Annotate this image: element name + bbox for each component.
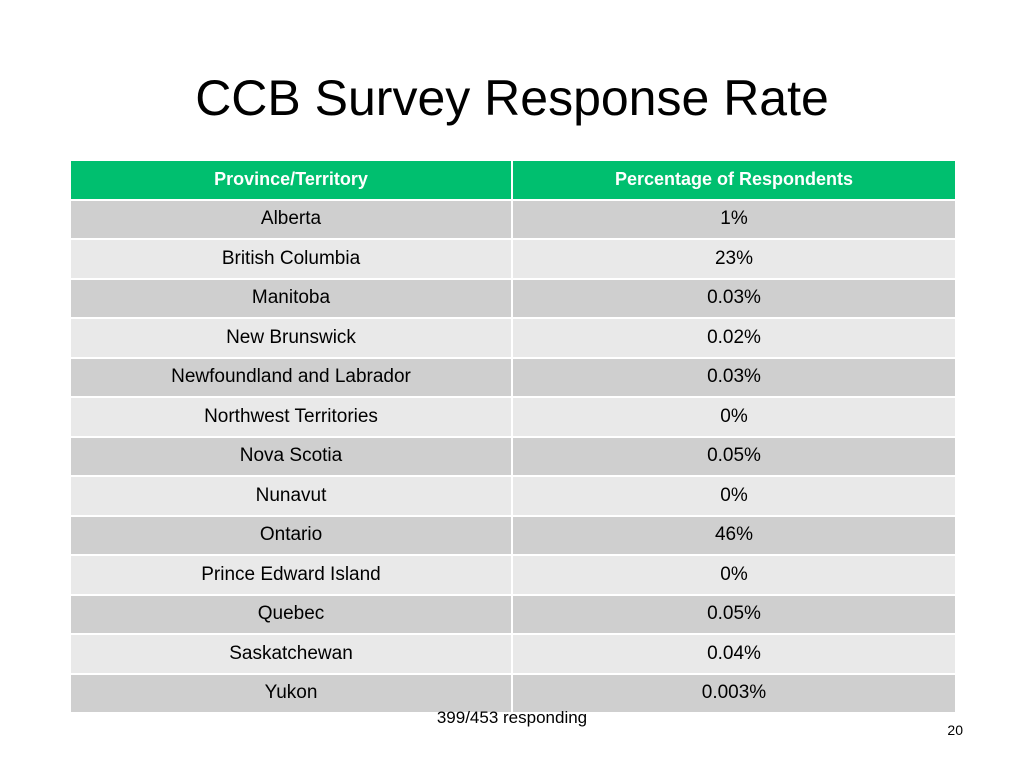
percentage-cell: 0.05% xyxy=(511,593,957,635)
table-row: Northwest Territories 0% xyxy=(69,396,957,438)
province-cell: Prince Edward Island xyxy=(69,554,513,596)
page-number: 20 xyxy=(947,722,963,738)
percentage-cell: 23% xyxy=(511,238,957,280)
percentage-cell: 0% xyxy=(511,396,957,438)
table-row: Nova Scotia 0.05% xyxy=(69,435,957,477)
responding-footnote: 399/453 responding xyxy=(436,708,588,727)
percentage-cell: 0.02% xyxy=(511,317,957,359)
province-cell: Quebec xyxy=(69,593,513,635)
percentage-cell: 46% xyxy=(511,514,957,556)
province-cell: Ontario xyxy=(69,514,513,556)
table-row: Quebec 0.05% xyxy=(69,593,957,635)
table-row: Manitoba 0.03% xyxy=(69,277,957,319)
province-cell: Alberta xyxy=(69,198,513,240)
table-row: New Brunswick 0.02% xyxy=(69,317,957,359)
province-cell: Northwest Territories xyxy=(69,396,513,438)
slide-title: CCB Survey Response Rate xyxy=(195,70,829,126)
province-cell: Nunavut xyxy=(69,475,513,517)
table-row: Saskatchewan 0.04% xyxy=(69,633,957,675)
percentage-cell: 1% xyxy=(511,198,957,240)
table-row: Nunavut 0% xyxy=(69,475,957,517)
percentage-cell: 0.04% xyxy=(511,633,957,675)
province-cell: Nova Scotia xyxy=(69,435,513,477)
response-rate-table: Province/Territory Percentage of Respond… xyxy=(69,159,957,714)
table-header-row: Province/Territory Percentage of Respond… xyxy=(69,159,957,201)
table-row: Newfoundland and Labrador 0.03% xyxy=(69,356,957,398)
table-row: Alberta 1% xyxy=(69,198,957,240)
percentage-cell: 0.03% xyxy=(511,356,957,398)
percentage-cell: 0% xyxy=(511,475,957,517)
province-cell: Yukon xyxy=(69,672,513,714)
response-rate-table-container: Province/Territory Percentage of Respond… xyxy=(69,159,957,714)
percentage-cell: 0.05% xyxy=(511,435,957,477)
percentage-cell: 0.03% xyxy=(511,277,957,319)
province-cell: New Brunswick xyxy=(69,317,513,359)
province-cell: British Columbia xyxy=(69,238,513,280)
table-row: Ontario 46% xyxy=(69,514,957,556)
table-row: Yukon 0.003% xyxy=(69,672,957,714)
percentage-cell: 0% xyxy=(511,554,957,596)
header-percentage-of-respondents: Percentage of Respondents xyxy=(511,159,957,201)
table-row: British Columbia 23% xyxy=(69,238,957,280)
province-cell: Newfoundland and Labrador xyxy=(69,356,513,398)
province-cell: Saskatchewan xyxy=(69,633,513,675)
header-province-territory: Province/Territory xyxy=(69,159,513,201)
table-row: Prince Edward Island 0% xyxy=(69,554,957,596)
province-cell: Manitoba xyxy=(69,277,513,319)
table-body: Alberta 1% British Columbia 23% Manitoba 0.03… xyxy=(69,198,957,714)
percentage-cell: 0.003% xyxy=(511,672,957,714)
